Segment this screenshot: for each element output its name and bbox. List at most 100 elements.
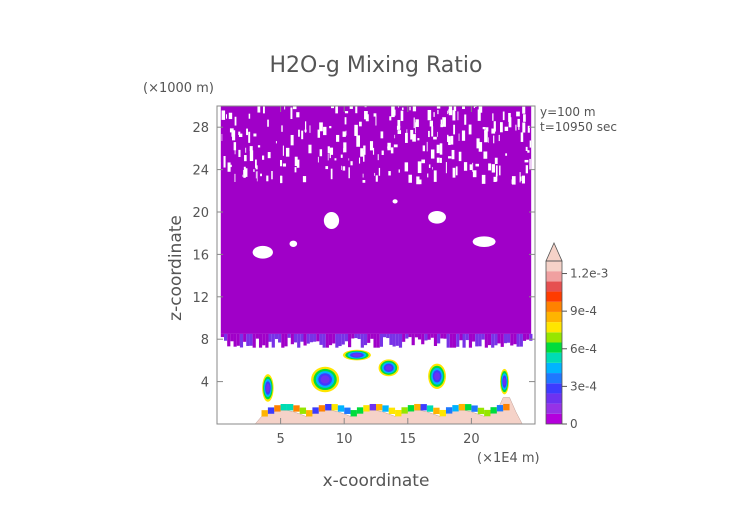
surface-moisture-band — [261, 403, 510, 417]
edge-cell — [373, 333, 377, 349]
dry-streak — [234, 173, 236, 182]
colorbar-swatch — [546, 301, 562, 312]
dry-streak — [523, 114, 526, 122]
dry-streak — [238, 149, 241, 158]
plume-contour — [352, 353, 362, 357]
edge-cell — [392, 333, 396, 347]
edge-cell — [348, 333, 352, 348]
edge-cell — [452, 333, 457, 350]
dry-streak — [342, 131, 346, 137]
dry-streak — [257, 106, 261, 113]
dry-streak — [363, 151, 365, 162]
edge-cell — [405, 333, 409, 339]
dry-streak — [415, 119, 419, 127]
dry-streak — [522, 122, 526, 133]
dry-streak — [349, 106, 353, 109]
edge-cell — [306, 333, 310, 344]
band-cell — [267, 407, 275, 414]
dry-streak — [436, 157, 440, 163]
dry-streak — [372, 147, 375, 155]
edge-cell — [297, 333, 301, 349]
dry-streak — [387, 146, 390, 149]
edge-cell — [287, 333, 291, 338]
dry-streak — [375, 175, 378, 182]
dry-streak — [428, 164, 431, 168]
band-cell — [331, 404, 338, 411]
dry-streak — [433, 136, 437, 140]
dry-streak — [327, 153, 329, 161]
dry-streak — [355, 106, 358, 114]
edge-cell — [481, 333, 485, 340]
band-cell — [445, 407, 453, 414]
dry-streak — [374, 172, 376, 176]
dry-streak — [223, 156, 226, 168]
edge-cell — [478, 333, 482, 347]
dry-streak — [445, 162, 447, 174]
edge-cell — [357, 333, 361, 340]
edge-cell — [255, 333, 259, 339]
dry-streak — [468, 124, 472, 135]
band-cell — [274, 405, 281, 412]
dry-streak — [426, 141, 428, 152]
dry-streak — [440, 124, 443, 128]
band-cell — [369, 403, 376, 411]
dry-streak — [348, 167, 350, 179]
colorbar-swatch — [546, 383, 562, 394]
dry-streak — [427, 109, 432, 121]
dry-streak — [380, 131, 384, 139]
colorbar-swatch — [546, 362, 562, 374]
colorbar-extend-arrow — [545, 242, 563, 262]
plume-contour — [266, 383, 270, 393]
edge-cell — [293, 333, 298, 343]
edge-cell — [249, 333, 253, 346]
dry-streak — [448, 109, 452, 114]
dry-streak — [472, 162, 474, 172]
dry-streak — [354, 124, 358, 136]
dry-streak — [493, 135, 495, 144]
dry-streak — [242, 174, 244, 177]
dry-patch — [252, 245, 273, 259]
dry-streak — [390, 147, 394, 154]
edge-cell — [370, 333, 374, 339]
band-cell — [420, 404, 427, 411]
dry-streak — [406, 129, 408, 136]
dry-streak — [348, 158, 350, 161]
dry-streak — [292, 106, 297, 110]
edge-cell — [354, 333, 358, 339]
dry-streak — [389, 116, 392, 121]
dry-streak — [412, 134, 416, 142]
dry-streak — [398, 169, 400, 173]
dry-streak — [400, 110, 404, 121]
dry-streak — [296, 112, 300, 118]
edge-cell — [475, 333, 479, 347]
dry-streak — [404, 162, 409, 172]
band-cell — [299, 407, 307, 414]
dry-streak — [256, 171, 258, 182]
plume-contour — [385, 365, 392, 371]
dry-streak — [301, 130, 304, 140]
dry-streak — [525, 165, 528, 174]
edge-cell — [271, 333, 275, 348]
dry-streak — [481, 174, 486, 184]
dry-streak — [440, 119, 443, 125]
dry-streak — [246, 128, 248, 136]
dry-streak — [439, 157, 442, 163]
dry-streak — [296, 159, 300, 168]
dry-streak — [344, 117, 347, 125]
dry-streak — [475, 163, 479, 167]
band-cell — [376, 404, 383, 411]
mixing-ratio-field — [217, 106, 535, 424]
convective-cells — [262, 349, 509, 402]
edge-cell — [258, 333, 263, 349]
dry-streak — [248, 131, 251, 143]
band-cell — [306, 410, 313, 417]
edge-cell — [440, 333, 444, 339]
edge-cell — [227, 333, 231, 347]
colorbar-swatch — [546, 322, 562, 333]
dry-streak — [478, 106, 483, 113]
edge-cell — [335, 333, 339, 350]
colorbar-label: 6e-4 — [570, 342, 597, 356]
dry-streak — [282, 163, 287, 167]
edge-cell — [313, 333, 317, 342]
edge-cell — [262, 333, 266, 346]
